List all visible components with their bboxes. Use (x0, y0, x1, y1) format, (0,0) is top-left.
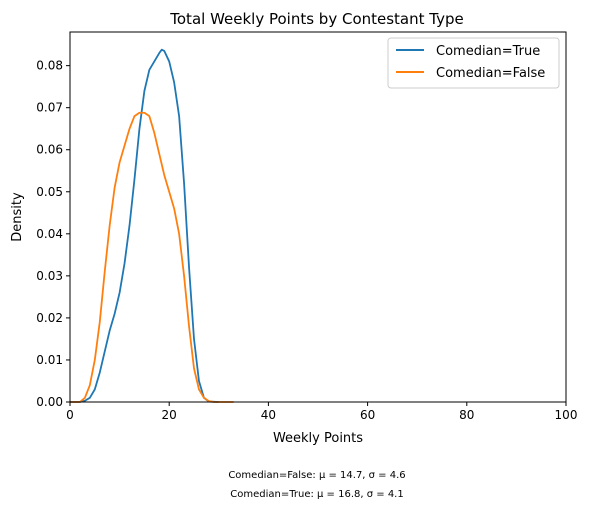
x-axis-ticks: 0 20 40 60 80 100 (66, 402, 577, 422)
legend-box (387, 37, 560, 89)
y-tick-label: 0.06 (36, 143, 63, 157)
x-tick-label: 0 (66, 408, 74, 422)
y-tick-label: 0.05 (36, 185, 63, 199)
legend-label-comedian-true: Comedian=True (436, 44, 540, 59)
x-tick-label: 80 (459, 408, 474, 422)
y-tick-label: 0.01 (36, 353, 63, 367)
y-axis-label: Density (10, 192, 25, 242)
y-axis-ticks: 0.00 0.01 0.02 0.03 0.04 0.05 0.06 0.07 0.08 (36, 59, 70, 409)
plot-lines (70, 48, 234, 403)
x-tick-label: 100 (555, 408, 578, 422)
x-axis-label: Weekly Points (273, 431, 363, 446)
series-line-comedian-false (70, 111, 234, 403)
y-tick-label: 0.02 (36, 311, 63, 325)
plot-frame (69, 31, 567, 403)
chart-title: Total Weekly Points by Contestant Type (169, 10, 463, 28)
y-tick-label: 0.07 (36, 101, 63, 115)
annotation-comedian-true: Comedian=True: μ = 16.8, σ = 4.1 (230, 489, 403, 500)
series-line-comedian-true (70, 48, 219, 403)
x-tick-label: 20 (162, 408, 177, 422)
x-tick-label: 40 (261, 408, 276, 422)
legend: Comedian=True Comedian=False (387, 37, 560, 89)
y-tick-label: 0.00 (36, 395, 63, 409)
y-tick-label: 0.08 (36, 59, 63, 73)
legend-label-comedian-false: Comedian=False (436, 66, 545, 81)
y-tick-label: 0.04 (36, 227, 63, 241)
x-tick-label: 60 (360, 408, 375, 422)
y-tick-label: 0.03 (36, 269, 63, 283)
annotation-comedian-false: Comedian=False: μ = 14.7, σ = 4.6 (228, 470, 405, 481)
